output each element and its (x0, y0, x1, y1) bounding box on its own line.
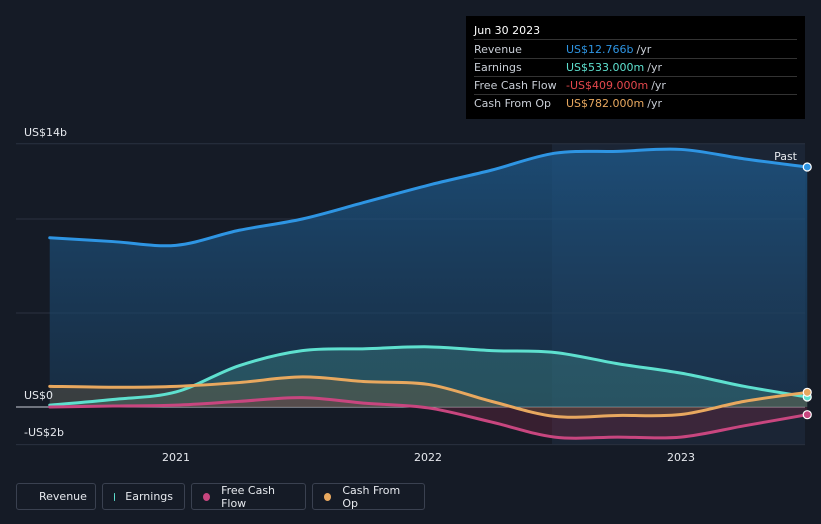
free-cash-flow-end-point[interactable] (802, 410, 812, 420)
x-tick-label: 2023 (667, 451, 695, 464)
legend-label: Revenue (39, 490, 87, 503)
cash-from-op-end-point[interactable] (802, 387, 812, 397)
legend-label: Cash From Op (342, 483, 401, 510)
tooltip-label: Revenue (474, 43, 522, 56)
tooltip-row: Free Cash Flow -US$409.000m /yr (474, 77, 797, 95)
past-label: Past (774, 150, 798, 163)
tooltip-label: Cash From Op (474, 97, 552, 110)
tooltip-unit: /yr (647, 97, 662, 110)
revenue-area (49, 149, 808, 407)
tooltip-label: Earnings (474, 61, 522, 74)
x-tick-label: 2022 (414, 451, 442, 464)
tooltip-label: Free Cash Flow (474, 79, 557, 92)
tooltip-value: US$533.000m (566, 61, 645, 74)
tooltip-row: Earnings US$533.000m /yr (474, 59, 797, 77)
tooltip-value: US$782.000m (566, 97, 645, 110)
tooltip-value: US$12.766b (566, 43, 634, 56)
y-tick-label: -US$2b (24, 426, 64, 439)
earnings-line (48, 345, 809, 407)
tooltip-row: Revenue US$12.766b /yr (474, 41, 797, 59)
legend-label: Earnings (125, 490, 173, 503)
free-cash-flow-area (49, 397, 808, 439)
tooltip-unit: /yr (651, 79, 666, 92)
revenue-end-point[interactable] (802, 162, 812, 172)
legend-dot-icon (203, 492, 211, 501)
legend-item-cash-from-op[interactable]: Cash From Op (312, 483, 425, 510)
legend: Revenue Earnings Free Cash Flow Cash Fro… (16, 483, 425, 510)
tooltip-unit: /yr (647, 61, 662, 74)
cash-from-op-area (49, 376, 808, 418)
legend-label: Free Cash Flow (221, 483, 276, 510)
revenue-line (48, 147, 809, 248)
legend-item-free-cash-flow[interactable]: Free Cash Flow (191, 483, 306, 510)
legend-dot-icon (324, 492, 332, 501)
tooltip: Jun 30 2023 Revenue US$12.766b /yr Earni… (466, 16, 805, 119)
tooltip-unit: /yr (636, 43, 652, 56)
free-cash-flow-line (48, 396, 809, 440)
tooltip-value: -US$409.000m (566, 79, 649, 92)
y-tick-label: US$14b (24, 126, 67, 139)
legend-item-revenue[interactable]: Revenue (16, 483, 96, 510)
y-tick-label: US$0 (24, 389, 53, 402)
cash-from-op-line (48, 375, 809, 419)
legend-item-earnings[interactable]: Earnings (102, 483, 185, 510)
tooltip-date: Jun 30 2023 (474, 22, 797, 40)
x-tick-label: 2021 (162, 451, 190, 464)
earnings-area (49, 346, 808, 407)
tooltip-row: Cash From Op US$782.000m /yr (474, 95, 797, 112)
